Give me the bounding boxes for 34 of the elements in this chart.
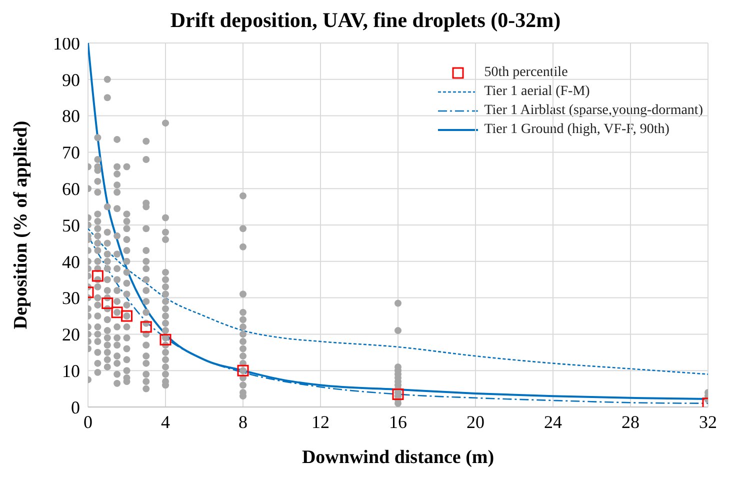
x-axis-title: Downwind distance (m) — [302, 447, 494, 468]
y-tick-label: 10 — [62, 360, 80, 381]
x-tick-label: 8 — [238, 412, 248, 432]
y-tick-label: 40 — [62, 252, 80, 272]
point — [111, 306, 123, 318]
point — [102, 298, 114, 310]
y-tick-label: 60 — [62, 178, 80, 199]
point — [392, 388, 404, 400]
x-tick-label: 20 — [466, 412, 484, 432]
x-tick-label: 4 — [161, 412, 170, 432]
y-axis-title: Deposition (% of applied) — [10, 120, 32, 330]
legend-label: Tier 1 Airblast (sparse,young-dormant) — [484, 102, 703, 120]
y-tick-label: 20 — [62, 324, 80, 345]
x-tick-label: 12 — [312, 412, 330, 432]
x-tick-label: 28 — [622, 412, 640, 432]
y-tick-label: 90 — [62, 70, 80, 90]
point — [237, 364, 249, 376]
x-tick-label: 24 — [544, 412, 562, 432]
chart-title: Drift deposition, UAV, fine droplets (0-32m) — [170, 8, 561, 32]
point — [160, 334, 172, 346]
x-tick-label: 16 — [389, 412, 407, 432]
y-tick-label: 0 — [71, 397, 80, 418]
legend-label: Tier 1 aerial (F-M) — [484, 83, 590, 101]
point — [92, 270, 104, 282]
y-tick-label: 50 — [62, 215, 80, 236]
y-tick-label: 30 — [62, 288, 80, 308]
legend-label: Tier 1 Ground (high, VF-F, 90th) — [484, 121, 670, 139]
y-tick-label: 80 — [62, 106, 80, 126]
point — [121, 310, 132, 322]
legend-label: 50th percentile — [484, 64, 568, 82]
point — [140, 321, 152, 333]
x-tick-label: 32 — [699, 412, 717, 432]
x-tick-label: 0 — [84, 412, 92, 432]
y-tick-label: 70 — [62, 142, 80, 163]
